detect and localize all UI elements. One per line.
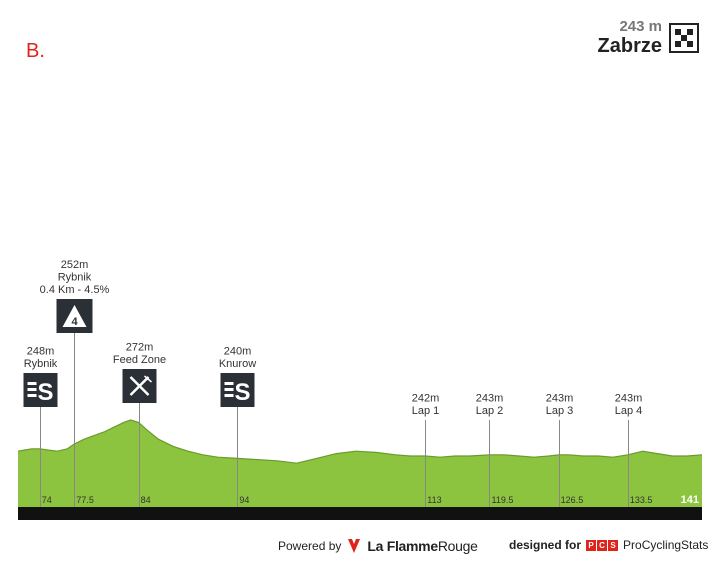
flamme-rouge-logo-icon (348, 539, 361, 553)
finish-header: 243 m Zabrze (598, 18, 699, 57)
point-label: Feed Zone (113, 354, 166, 366)
powered-by-label: Powered by (278, 539, 342, 553)
profile-line (17, 419, 703, 464)
point-label: Rybnik (58, 272, 92, 284)
x-tick-label: 119.5 (491, 495, 513, 505)
x-end-label: 141 (681, 494, 699, 506)
point-label: Lap 2 (476, 405, 504, 417)
pcs-letter: C (597, 539, 608, 551)
x-tick-label: 94 (239, 495, 249, 505)
feed-zone-icon (122, 369, 157, 403)
profile-area (18, 420, 702, 507)
finish-name: Zabrze (597, 35, 662, 57)
point-label: 243m (615, 393, 643, 405)
point-label: Lap 1 (412, 405, 440, 417)
point-label: 242m (412, 393, 440, 405)
point-label: 240m (224, 346, 252, 358)
svg-text:S: S (37, 379, 53, 406)
flamme-rouge-brand: La FlammeRouge (367, 538, 478, 554)
stage-letter: B. (26, 40, 45, 62)
profile-chart: 74 77.5 84 94 113 119.5 126.5 133.5 141S248mRybn… (17, 259, 703, 520)
x-tick-label: 84 (141, 495, 151, 505)
brand-main: La Flamme (367, 538, 438, 554)
brand-second: Rouge (437, 538, 478, 554)
footer: Powered by La FlammeRouge designed for P… (0, 534, 720, 556)
finish-altitude: 243 m (619, 18, 662, 35)
point-label: 0.4 Km - 4.5% (40, 284, 110, 296)
point-label: Lap 3 (546, 405, 574, 417)
climb-cat4-icon: 4 (56, 299, 93, 333)
pcs-letter: P (586, 539, 597, 551)
point-label: 243m (546, 393, 574, 405)
checkered-flag-icon (669, 22, 699, 53)
pcs-name: ProCyclingStats (623, 538, 709, 552)
point-label: 243m (476, 393, 504, 405)
x-tick-label: 133.5 (630, 495, 653, 505)
climb-category: 4 (71, 316, 78, 328)
sprint-icon: S (220, 373, 255, 407)
x-tick-label: 126.5 (561, 495, 584, 505)
point-label: 252m (61, 259, 89, 271)
point-label: Knurow (219, 358, 256, 370)
point-label: Rybnik (24, 358, 58, 370)
point-label: 248m (27, 346, 55, 358)
base-band (18, 507, 702, 520)
x-tick-label: 113 (427, 495, 441, 505)
x-tick-label: 74 (42, 495, 52, 505)
point-label: 272m (126, 342, 154, 354)
sprint-icon: S (23, 373, 58, 407)
point-label: Lap 4 (615, 405, 643, 417)
x-tick-label: 77.5 (76, 495, 94, 505)
svg-text:S: S (234, 379, 250, 406)
pcs-letter: S (608, 539, 619, 551)
designed-for-label: designed for (509, 538, 582, 552)
